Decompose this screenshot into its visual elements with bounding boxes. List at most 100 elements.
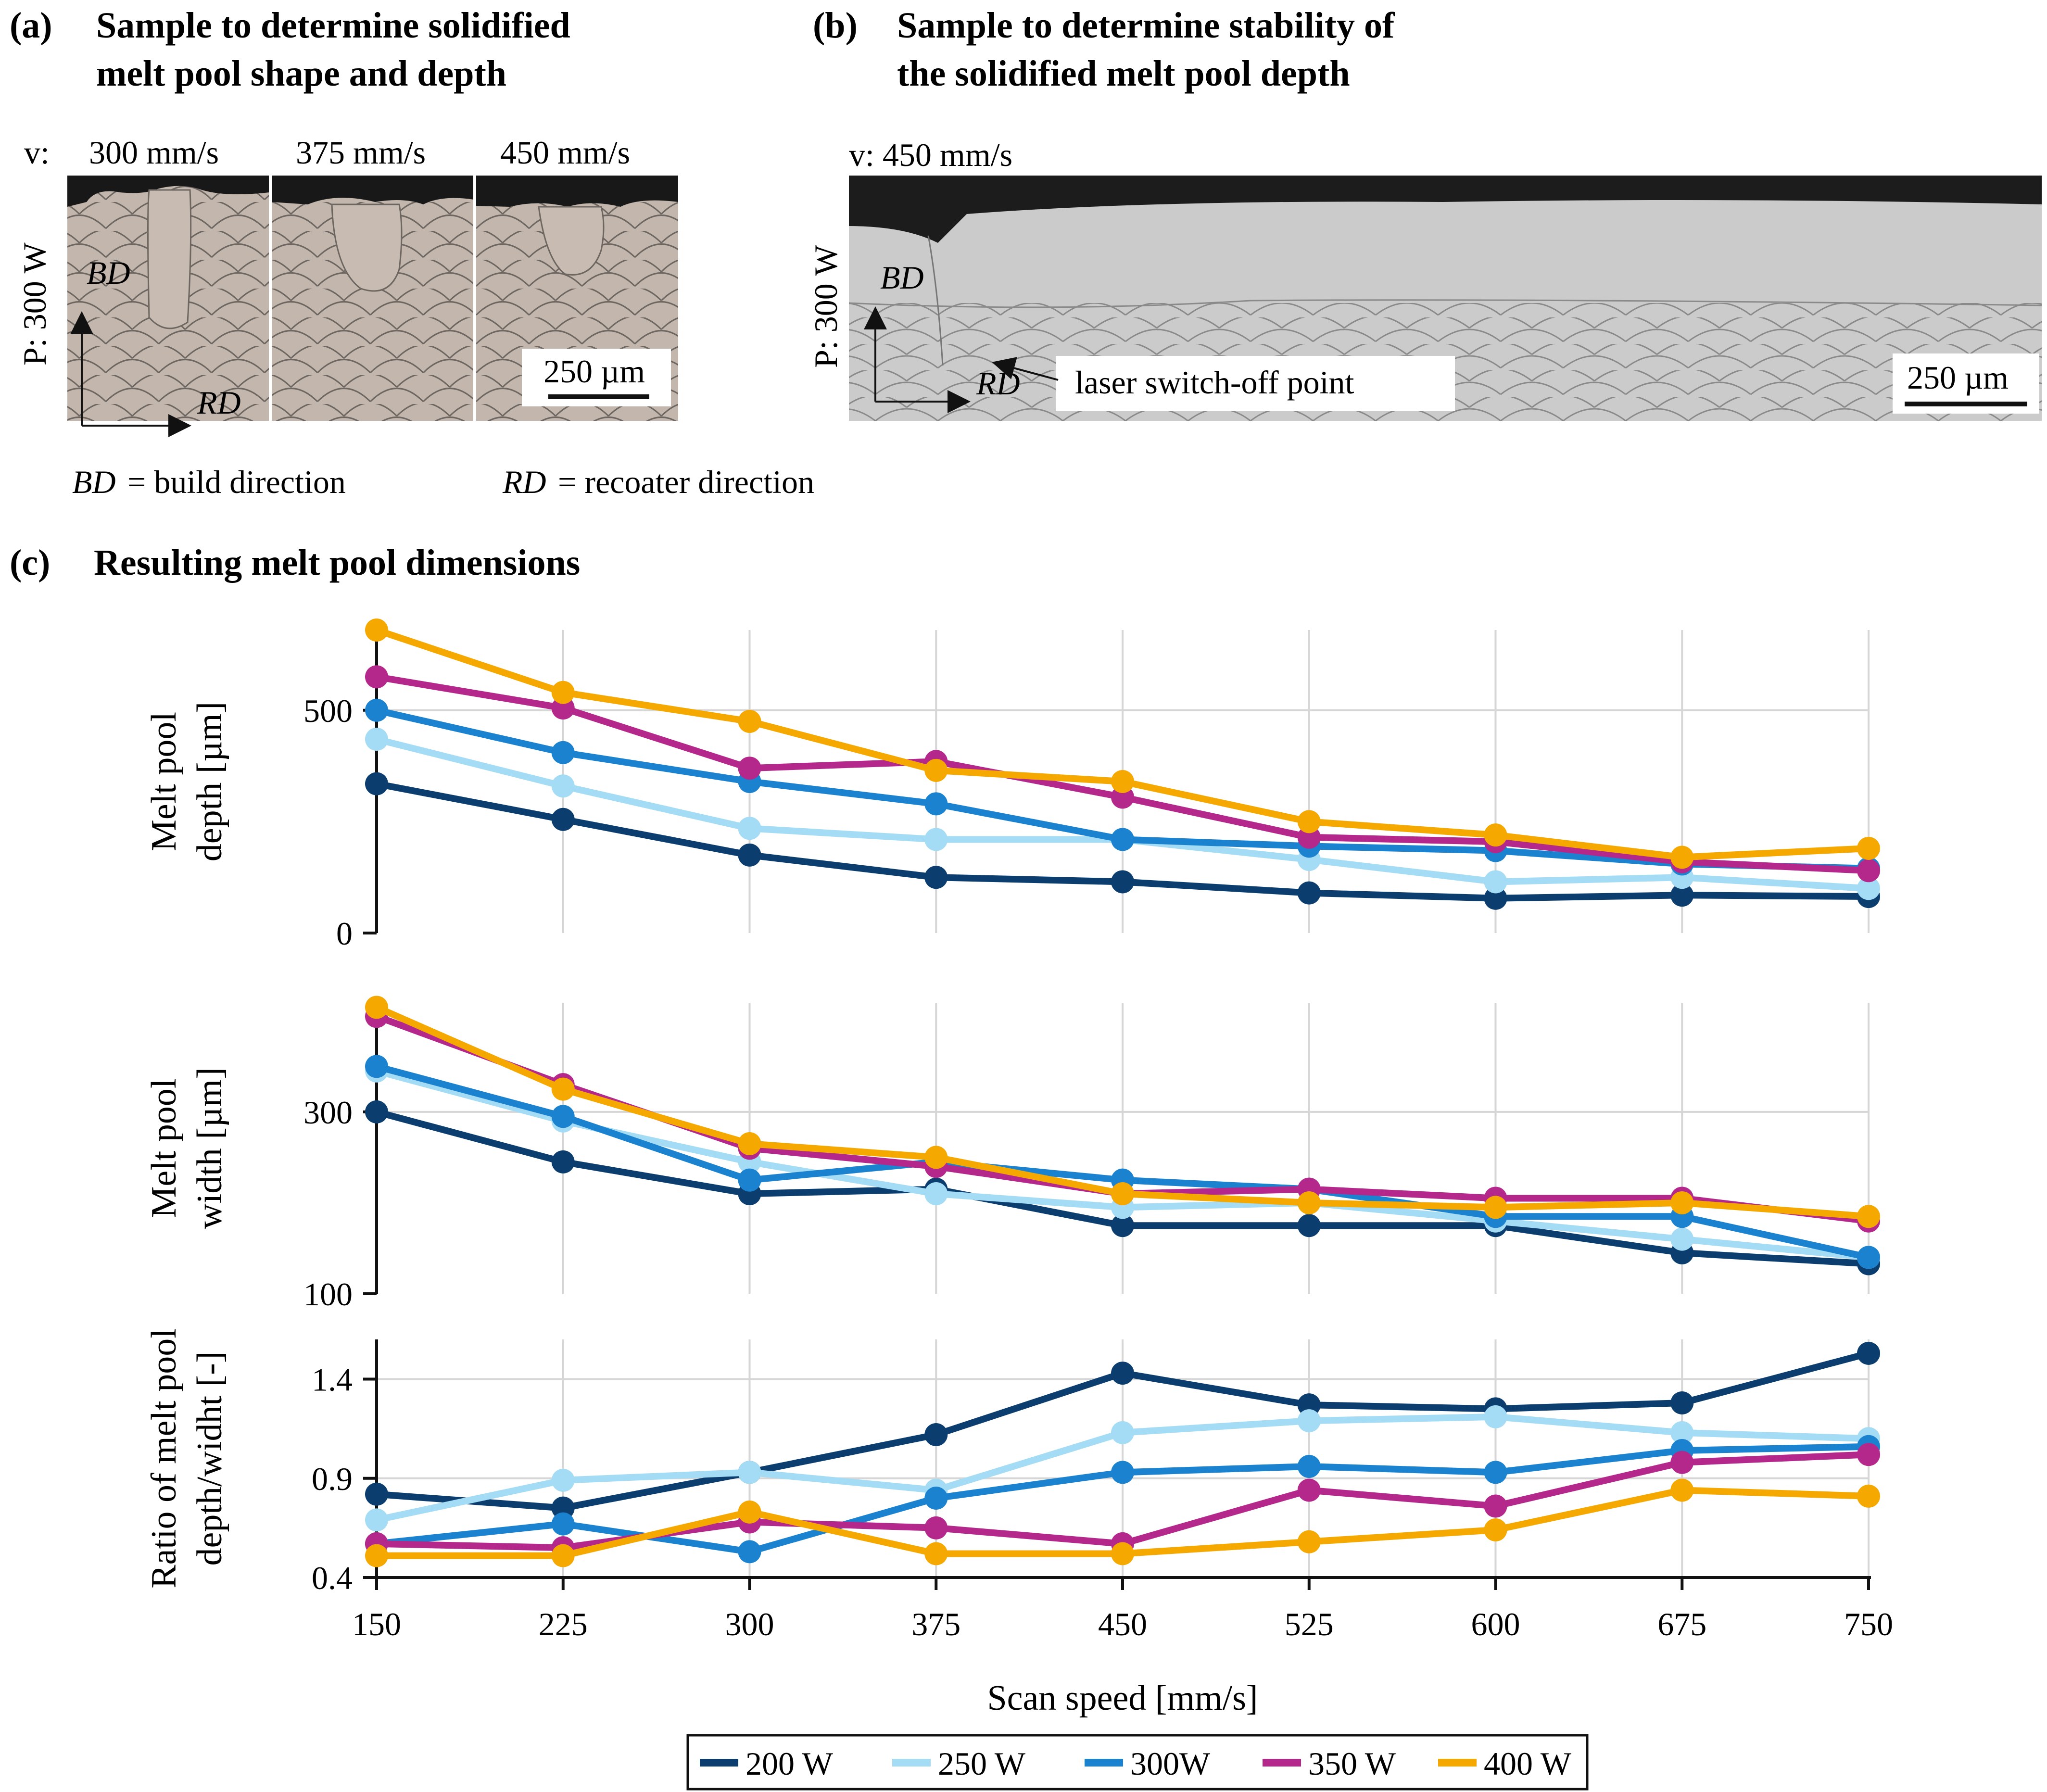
point-depth-350w-300 — [738, 757, 761, 780]
xtick-label-375: 375 — [911, 1606, 960, 1642]
panel-b-bd-label: BD — [880, 259, 924, 296]
panel-b-label: (b) — [813, 5, 858, 46]
point-width-250w-375 — [924, 1182, 948, 1206]
abbrev-rd-symbol: RD — [502, 464, 546, 500]
point-ratio-400w-300 — [738, 1500, 761, 1524]
abbreviations: BD = build direction RD = recoater direc… — [72, 464, 814, 500]
point-ratio-350w-525 — [1297, 1478, 1321, 1502]
ytick-label-depth-0: 0 — [336, 915, 353, 952]
point-depth-400w-525 — [1297, 810, 1321, 833]
micrograph-300 — [67, 176, 269, 421]
annotation-box — [1056, 356, 1455, 411]
subplot-depth: 0 500 Melt pool depth [µm] — [144, 618, 1880, 952]
point-depth-250w-750 — [1857, 877, 1880, 900]
panel-c-label: (c) — [10, 543, 50, 583]
point-ratio-200w-750 — [1857, 1341, 1880, 1365]
point-depth-400w-375 — [924, 758, 948, 782]
point-depth-400w-600 — [1484, 823, 1507, 847]
panel-a-title-line2: melt pool shape and depth — [96, 53, 506, 94]
point-width-200w-450 — [1111, 1214, 1134, 1237]
legend-label-350w: 350 W — [1308, 1745, 1396, 1782]
legend: 200 W 250 W 300W 350 W 400 W — [686, 1734, 1589, 1791]
point-width-400w-525 — [1297, 1191, 1321, 1214]
xtick-label-675: 675 — [1657, 1606, 1706, 1642]
panel-b-speed: v: 450 mm/s — [849, 137, 1012, 173]
panel-b-power: P: 300 W — [808, 245, 844, 368]
abbrev-bd-symbol: BD — [72, 464, 116, 500]
point-depth-300w-225 — [551, 741, 575, 764]
micrograph-375 — [272, 176, 474, 421]
legend-label-250w: 250 W — [938, 1745, 1026, 1782]
point-depth-400w-750 — [1857, 836, 1880, 860]
point-ratio-400w-225 — [551, 1544, 575, 1567]
point-depth-200w-150 — [365, 772, 388, 795]
point-depth-300w-375 — [924, 792, 948, 816]
ytick-label-ratio-1.4: 1.4 — [312, 1362, 353, 1398]
point-ratio-250w-600 — [1484, 1405, 1507, 1428]
point-ratio-250w-150 — [365, 1508, 388, 1532]
point-ratio-200w-675 — [1670, 1391, 1694, 1414]
panel-c-title: Resulting melt pool dimensions — [94, 543, 580, 583]
point-depth-200w-225 — [551, 808, 575, 831]
panel-a-speed-450: 450 mm/s — [500, 134, 630, 171]
point-width-300w-225 — [551, 1105, 575, 1128]
legend-label-400w: 400 W — [1484, 1745, 1572, 1782]
xtick-label-750: 750 — [1844, 1606, 1893, 1642]
point-ratio-350w-750 — [1857, 1443, 1880, 1466]
point-depth-250w-225 — [551, 774, 575, 798]
point-width-400w-750 — [1857, 1205, 1880, 1228]
point-depth-200w-600 — [1484, 886, 1507, 910]
point-depth-250w-150 — [365, 727, 388, 751]
xtick-label-150: 150 — [352, 1606, 401, 1642]
panel-a-scale-label: 250 µm — [543, 353, 645, 390]
legend-box — [686, 1734, 1589, 1791]
point-depth-200w-300 — [738, 843, 761, 867]
ytick-label-depth-500: 500 — [303, 693, 353, 729]
panel-a-rd-label: RD — [197, 384, 241, 421]
point-ratio-200w-225 — [551, 1496, 575, 1520]
panel-b-rd-label: RD — [976, 365, 1020, 402]
panel-a-speed-375: 375 mm/s — [296, 134, 426, 171]
point-depth-400w-150 — [365, 618, 388, 642]
ytick-label-ratio-0.4: 0.4 — [312, 1560, 353, 1596]
point-ratio-250w-450 — [1111, 1421, 1134, 1444]
point-ratio-300w-600 — [1484, 1461, 1507, 1484]
panel-b-title-line2: the solidified melt pool depth — [897, 53, 1350, 94]
point-depth-250w-300 — [738, 817, 761, 840]
point-depth-200w-525 — [1297, 881, 1321, 905]
point-ratio-200w-375 — [924, 1423, 948, 1446]
panel-b-scale-label: 250 µm — [1907, 359, 2009, 396]
point-ratio-300w-300 — [738, 1540, 761, 1564]
point-depth-400w-675 — [1670, 846, 1694, 869]
point-width-400w-675 — [1670, 1191, 1694, 1214]
point-depth-200w-375 — [924, 866, 948, 889]
point-width-200w-225 — [551, 1150, 575, 1174]
point-depth-400w-225 — [551, 681, 575, 704]
point-depth-200w-450 — [1111, 870, 1134, 894]
xtick-label-225: 225 — [539, 1606, 588, 1642]
ytick-label-width-300: 300 — [303, 1094, 353, 1131]
xtick-label-525: 525 — [1285, 1606, 1334, 1642]
point-ratio-350w-600 — [1484, 1494, 1507, 1518]
point-width-400w-225 — [551, 1077, 575, 1101]
xtick-label-600: 600 — [1471, 1606, 1520, 1642]
point-ratio-250w-525 — [1297, 1409, 1321, 1433]
point-ratio-200w-525 — [1297, 1393, 1321, 1417]
ylabel-depth-line2: depth [µm] — [190, 702, 229, 861]
point-ratio-300w-525 — [1297, 1455, 1321, 1478]
point-width-300w-750 — [1857, 1246, 1880, 1269]
point-width-200w-150 — [365, 1100, 388, 1123]
point-ratio-250w-675 — [1670, 1421, 1694, 1444]
point-ratio-350w-675 — [1670, 1451, 1694, 1474]
point-depth-200w-675 — [1670, 883, 1694, 907]
panel-b-title-line1: Sample to determine stability of — [897, 5, 1395, 46]
ytick-label-ratio-0.9: 0.9 — [312, 1461, 353, 1497]
point-depth-400w-300 — [738, 709, 761, 733]
point-ratio-200w-150 — [365, 1482, 388, 1506]
point-ratio-200w-450 — [1111, 1362, 1134, 1385]
x-axis-title: Scan speed [mm/s] — [987, 1678, 1258, 1718]
point-ratio-250w-225 — [551, 1468, 575, 1492]
ylabel-ratio-line1: Ratio of melt pool — [144, 1328, 184, 1589]
panel-b: (b) Sample to determine stability of the… — [808, 5, 2042, 421]
